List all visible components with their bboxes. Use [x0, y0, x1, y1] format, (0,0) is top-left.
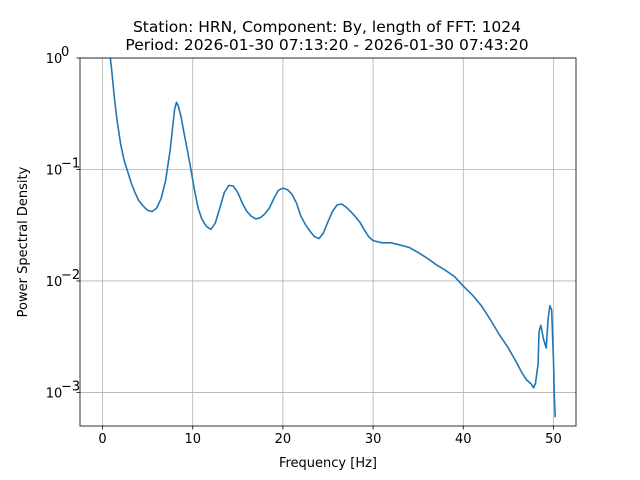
chart-subtitle: Period: 2026-01-30 07:13:20 - 2026-01-30…: [125, 36, 528, 54]
y-tick-label: 10: [46, 275, 63, 290]
y-tick-exponent: 0: [61, 45, 69, 60]
x-tick-label: 30: [365, 432, 382, 447]
y-axis-label: Power Spectral Density: [16, 166, 31, 317]
y-tick-exponent: −2: [61, 268, 80, 283]
x-axis-label: Frequency [Hz]: [279, 456, 377, 471]
x-tick-label: 10: [184, 432, 201, 447]
y-tick-label: 10: [46, 163, 63, 178]
x-tick-label: 0: [98, 432, 106, 447]
series: [109, 58, 557, 418]
y-tick-exponent: −1: [61, 156, 80, 171]
psd-series-line: [109, 58, 557, 418]
x-tick-label: 40: [455, 432, 472, 447]
x-tick-label: 50: [545, 432, 562, 447]
chart-title: Station: HRN, Component: By, length of F…: [133, 18, 521, 36]
y-tick-label: 10: [46, 52, 63, 67]
x-tick-label: 20: [275, 432, 292, 447]
plot-frame: [79, 57, 577, 427]
y-tick-exponent: −3: [61, 379, 80, 394]
y-tick-label: 10: [46, 386, 63, 401]
